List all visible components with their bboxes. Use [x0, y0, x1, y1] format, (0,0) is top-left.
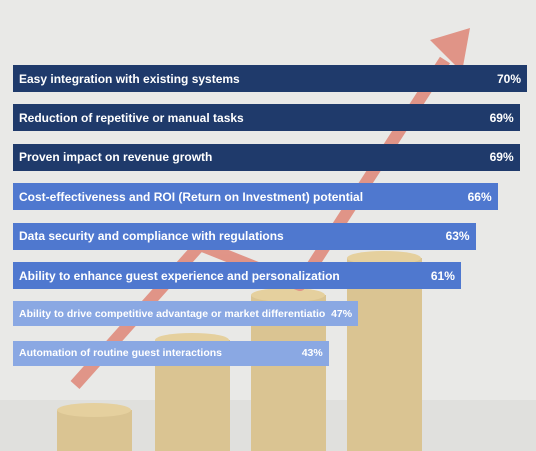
bar: Automation of routine guest interactions… — [13, 340, 329, 366]
bar-label: Ability to enhance guest experience and … — [19, 268, 340, 283]
bar: Data security and compliance with regula… — [13, 222, 476, 250]
bar-label: Proven impact on revenue growth — [19, 150, 213, 165]
bar-label: Automation of routine guest interactions — [19, 347, 223, 360]
bar-label: Reduction of repetitive or manual tasks — [19, 110, 244, 125]
bar-value-label: 63% — [445, 229, 470, 244]
bar-value-label: 47% — [331, 307, 353, 320]
bar-label: Ability to drive competitive advantage o… — [19, 307, 326, 320]
bar-label: Easy integration with existing systems — [19, 71, 240, 86]
bar-value-label: 69% — [489, 150, 514, 165]
bar-value-label: 69% — [489, 110, 514, 125]
coin-stack-4 — [347, 251, 422, 451]
bar-value-label: 61% — [430, 268, 455, 283]
bar-value-label: 66% — [467, 189, 492, 204]
bar: Cost-effectiveness and ROI (Return on In… — [13, 183, 498, 211]
coin-stack-1 — [57, 403, 132, 451]
bar: Ability to enhance guest experience and … — [13, 262, 461, 289]
bar-label: Data security and compliance with regula… — [19, 229, 284, 244]
bar-value-label: 70% — [496, 71, 521, 86]
bar-label: Cost-effectiveness and ROI (Return on In… — [19, 189, 364, 204]
bar: Easy integration with existing systems 70… — [13, 65, 527, 92]
bar: Ability to drive competitive advantage o… — [13, 301, 359, 327]
bar-value-label: 43% — [301, 347, 323, 360]
bar: Reduction of repetitive or manual tasks 6… — [13, 104, 520, 132]
bar: Proven impact on revenue growth 69% — [13, 143, 520, 171]
